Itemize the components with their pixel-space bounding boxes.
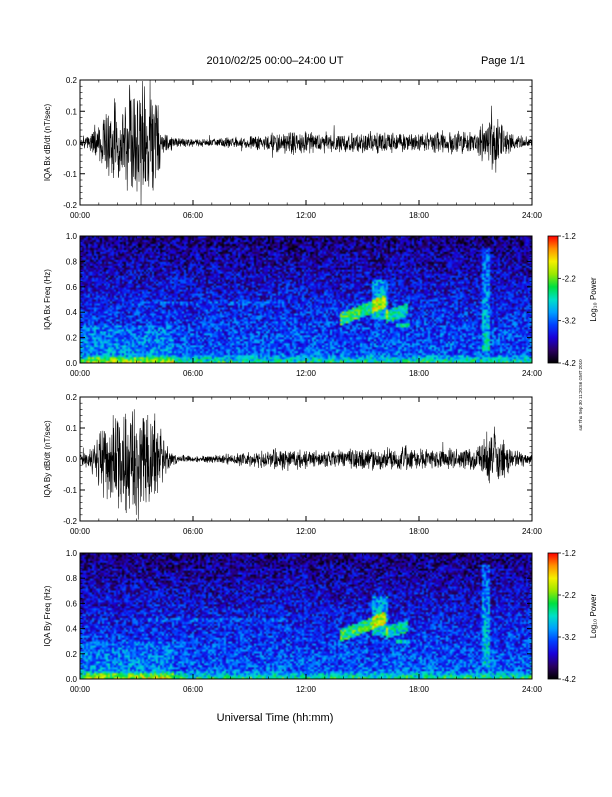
- colorbar-label: Log₁₀ Power: [589, 594, 598, 639]
- y-tick-label: 0.2: [66, 76, 78, 85]
- x-tick-label: 00:00: [70, 211, 91, 220]
- x-tick-label: 06:00: [183, 369, 204, 378]
- y-tick-label: 0.8: [66, 574, 78, 583]
- page-indicator: Page 1/1: [481, 55, 525, 67]
- y-tick-label: 0.2: [66, 393, 78, 402]
- colorbar: [547, 235, 559, 364]
- bx-waveform-panel: 00:00 06:00 12:00 18:00 24:00 -0.2 -0.1 0.0 0.1 0…: [43, 76, 543, 220]
- colorbar-label: Log₁₀ Power: [589, 277, 598, 322]
- y-tick-label: -0.1: [63, 486, 77, 495]
- colorbar-tick-label: -2.2: [562, 274, 576, 283]
- x-tick-label: 18:00: [409, 369, 430, 378]
- y-tick-label: 0.4: [66, 308, 78, 317]
- y-axis-label: IQA By Freq (Hz): [43, 585, 52, 646]
- y-tick-label: 0.6: [66, 599, 78, 608]
- x-tick-label: 18:00: [409, 211, 430, 220]
- x-tick-label: 06:00: [183, 685, 204, 694]
- x-tick-label: 06:00: [183, 211, 204, 220]
- y-tick-label: 0.6: [66, 283, 78, 292]
- side-note: sat Thu Sep 30 11:20:56 GMT 2010: [578, 359, 583, 431]
- y-tick-label: 1.0: [66, 549, 78, 558]
- x-tick-label: 12:00: [296, 369, 317, 378]
- y-tick-label: 0.0: [66, 675, 78, 684]
- y-tick-label: -0.1: [63, 170, 77, 179]
- x-tick-label: 00:00: [70, 527, 91, 536]
- colorbar-tick-label: -3.2: [562, 633, 576, 642]
- y-tick-label: 0.0: [66, 139, 78, 148]
- panels: 00:00 06:00 12:00 18:00 24:00 -0.2 -0.1 0.0 0.1 0…: [43, 76, 598, 694]
- colorbar: [547, 552, 559, 680]
- colorbar-tick-label: -3.2: [562, 317, 576, 326]
- colorbar-tick-label: -2.2: [562, 591, 576, 600]
- x-tick-label: 18:00: [409, 527, 430, 536]
- x-tick-label: 24:00: [522, 685, 543, 694]
- y-tick-label: 0.4: [66, 625, 78, 634]
- y-tick-label: 0.0: [66, 455, 78, 464]
- y-tick-label: 1.0: [66, 232, 78, 241]
- bx-spectrogram-panel: -1.2 -2.2 -3.2 -4.2 Log₁₀ Power 00:00 06:00 12:…: [43, 232, 598, 378]
- colorbar-tick-label: -4.2: [562, 675, 576, 684]
- spectrogram-image: [80, 553, 532, 679]
- y-axis-label: IQA Bx Freq (Hz): [43, 269, 52, 330]
- y-tick-label: 0.2: [66, 334, 78, 343]
- y-axis-label: IQA Bx dB/dt (nT/sec): [43, 103, 52, 181]
- x-tick-label: 24:00: [522, 527, 543, 536]
- y-tick-label: -0.2: [63, 517, 77, 526]
- x-tick-label: 12:00: [296, 527, 317, 536]
- report-title: 2010/02/25 00:00–24:00 UT: [206, 55, 343, 67]
- y-tick-label: 0.1: [66, 107, 78, 116]
- waveform-trace: [80, 409, 532, 520]
- x-tick-label: 12:00: [296, 685, 317, 694]
- by-spectrogram-panel: -1.2 -2.2 -3.2 -4.2 Log₁₀ Power 00:00 06:00 12:…: [43, 549, 598, 694]
- waveform-trace: [80, 80, 532, 205]
- colorbar-tick-label: -4.2: [562, 359, 576, 368]
- x-tick-label: 06:00: [183, 527, 204, 536]
- spectrogram-image: [80, 236, 532, 363]
- y-tick-label: 0.0: [66, 359, 78, 368]
- colorbar-tick-label: -1.2: [562, 232, 576, 241]
- x-tick-label: 24:00: [522, 369, 543, 378]
- x-tick-label: 24:00: [522, 211, 543, 220]
- x-tick-label: 12:00: [296, 211, 317, 220]
- x-tick-label: 00:00: [70, 685, 91, 694]
- y-axis-label: IQA By dB/dt (nT/sec): [43, 420, 52, 498]
- x-axis-title: Universal Time (hh:mm): [217, 712, 334, 724]
- y-tick-label: -0.2: [63, 201, 77, 210]
- y-tick-label: 0.8: [66, 257, 78, 266]
- y-tick-label: 0.2: [66, 650, 78, 659]
- x-tick-label: 18:00: [409, 685, 430, 694]
- y-tick-label: 0.1: [66, 424, 78, 433]
- colorbar-tick-label: -1.2: [562, 549, 576, 558]
- x-tick-label: 00:00: [70, 369, 91, 378]
- by-waveform-panel: 00:00 06:00 12:00 18:00 24:00 -0.2 -0.1 0.0 0.1 0…: [43, 393, 543, 536]
